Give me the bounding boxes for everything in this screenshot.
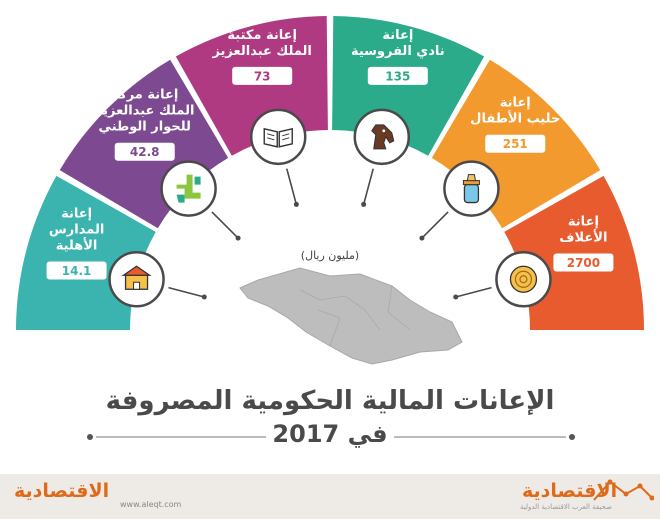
segment-1-label-line-3: الأهلية (56, 237, 98, 254)
brand-tagline: صحيفة العرب الاقتصادية الدولية (520, 503, 612, 511)
footer-bar (0, 474, 660, 519)
connector-dot-4 (361, 201, 367, 207)
chart-subtitle: في 2017 (272, 420, 388, 448)
hay-bale-icon (495, 250, 552, 308)
segment-6-value-pill (553, 253, 614, 272)
connector-dot-5 (419, 235, 425, 241)
connector-3 (286, 168, 298, 205)
website-url: www.aleqt.com (120, 500, 182, 509)
segment-2-value: 42.8 (130, 145, 160, 159)
segment-6-label-line-2: الأعلاف (559, 229, 607, 246)
segment-5-value-pill (485, 134, 546, 153)
connector-dot-6 (453, 294, 459, 300)
segment-3-value: 73 (254, 69, 271, 83)
segment-3-label-line-2: الملك عبدالعزيز (211, 44, 311, 59)
brand-logo-left: الاقتصادية (14, 480, 110, 502)
segment-3-label-line-1: إعانة مكتبة (227, 28, 297, 43)
map-borders (299, 285, 411, 347)
segment-5-label-line-1: إعانة (500, 96, 531, 111)
divider-dot-left (87, 434, 93, 440)
connector-4 (362, 168, 374, 205)
horse-icon (353, 108, 411, 166)
segment-1-label-line-2: المدارس (49, 223, 104, 238)
connector-2 (211, 211, 239, 239)
segment-1-label-line-1: إعانة (61, 207, 92, 222)
segment-6-label-line-1: إعانة (568, 215, 599, 230)
chart-title: الإعانات المالية الحكومية المصروفة (105, 386, 555, 416)
school-icon (108, 250, 165, 308)
unit-label: (مليون ريال) (301, 249, 359, 262)
brand-logo-right: الاقتصادية (522, 480, 618, 502)
segment-1-value: 14.1 (62, 264, 92, 278)
saudi-map (239, 267, 463, 365)
book-icon (249, 108, 307, 166)
connector-dot-3 (293, 201, 299, 207)
connector-5 (421, 211, 449, 239)
segment-5-value: 251 (503, 137, 528, 151)
segment-4-label-line-1: إعانة (382, 28, 413, 43)
segment-2-label-line-2: الملك عبدالعزيز (94, 104, 194, 119)
connector-dot-1 (201, 294, 207, 300)
divider-dot-right (569, 434, 575, 440)
segment-5-label-line-2: حليب الأطفال (470, 110, 560, 127)
chart-line-icon (593, 479, 654, 501)
connector-1 (168, 286, 205, 298)
segment-2-value-pill (114, 142, 175, 161)
connector-dot-2 (235, 235, 241, 241)
segment-4-label-line-2: نادي الفروسية (351, 44, 445, 59)
segment-2-label-line-1: إعانة مركز (110, 88, 178, 103)
segment-4-value-pill (367, 66, 428, 85)
connector-6 (455, 286, 492, 298)
dialogue-puzzle-icon (160, 160, 217, 217)
segment-2-label-line-3: للحوار الوطني (99, 120, 191, 135)
segment-1-value-pill (46, 261, 107, 280)
baby-bottle-icon (443, 160, 500, 217)
segment-3-value-pill (232, 66, 293, 85)
segment-6-value: 2700 (567, 256, 600, 270)
segment-4-value: 135 (385, 69, 410, 83)
